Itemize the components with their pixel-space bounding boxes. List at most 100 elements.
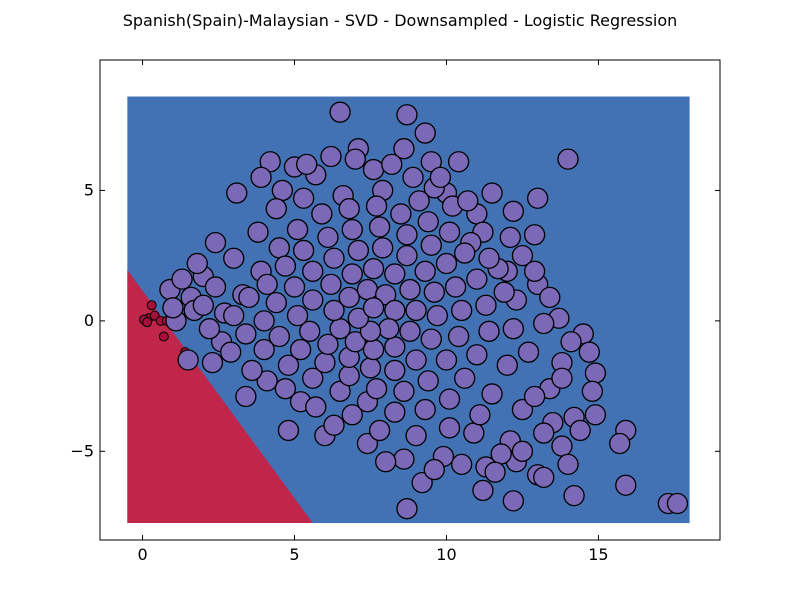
point-class-b: [238, 286, 260, 309]
point-class-b: [438, 221, 461, 243]
point-class-b: [259, 151, 281, 173]
point-class-b: [292, 187, 315, 209]
point-class-b: [405, 299, 427, 322]
point-class-b: [344, 331, 366, 353]
point-class-b: [198, 318, 221, 340]
point-class-b: [581, 380, 604, 402]
point-class-b: [578, 341, 600, 363]
point-class-b: [317, 333, 339, 355]
point-class-b: [356, 432, 379, 455]
y-tick-label: 0: [84, 311, 94, 330]
point-class-b: [405, 349, 427, 371]
point-class-b: [256, 273, 278, 295]
point-class-b: [362, 258, 385, 280]
point-class-b: [511, 440, 534, 462]
point-class-b: [454, 242, 476, 264]
point-class-b: [533, 422, 555, 444]
point-class-b: [469, 404, 491, 426]
point-class-b: [362, 158, 385, 181]
point-class-a: [158, 331, 169, 342]
point-class-b: [186, 252, 208, 275]
points-layer: [139, 101, 689, 520]
point-class-b: [466, 268, 488, 290]
point-class-b: [523, 385, 546, 408]
point-class-b: [609, 432, 631, 455]
point-class-b: [359, 357, 382, 379]
point-class-b: [329, 318, 351, 340]
point-class-b: [362, 297, 385, 319]
point-class-b: [666, 492, 689, 515]
point-class-b: [484, 461, 506, 483]
point-class-b: [271, 179, 294, 202]
point-class-b: [417, 211, 439, 233]
point-class-b: [396, 224, 418, 246]
point-class-b: [274, 378, 297, 400]
point-class-b: [447, 325, 470, 348]
point-class-b: [426, 305, 449, 327]
point-class-b: [299, 320, 321, 342]
point-class-b: [253, 338, 275, 361]
point-class-b: [341, 404, 363, 426]
point-class-b: [341, 263, 363, 285]
point-class-b: [523, 224, 546, 246]
point-class-b: [399, 320, 421, 342]
point-class-b: [533, 466, 555, 489]
x-tick-label: 5: [289, 545, 299, 564]
point-class-b: [393, 448, 415, 470]
point-class-b: [204, 231, 227, 254]
point-class-b: [478, 320, 500, 342]
point-class-b: [226, 182, 248, 204]
point-class-b: [429, 166, 452, 189]
point-class-b: [438, 388, 461, 410]
point-class-b: [314, 351, 336, 374]
point-class-b: [274, 255, 297, 277]
point-class-b: [368, 419, 391, 442]
point-class-b: [223, 247, 245, 269]
point-class-b: [493, 281, 515, 303]
point-class-b: [338, 198, 360, 220]
point-class-b: [563, 485, 585, 507]
point-class-b: [478, 247, 500, 269]
y-tick-label: 5: [84, 180, 94, 199]
point-class-b: [451, 453, 473, 475]
point-class-b: [420, 328, 442, 350]
point-class-b: [265, 198, 287, 220]
point-class-b: [220, 341, 242, 363]
point-class-b: [296, 153, 318, 175]
point-class-b: [481, 383, 503, 405]
point-class-b: [286, 305, 309, 327]
point-class-b: [283, 276, 306, 298]
point-class-b: [289, 338, 312, 361]
point-class-b: [177, 349, 199, 371]
x-tick-label: 10: [436, 545, 456, 564]
point-class-b: [302, 260, 324, 282]
point-class-b: [384, 336, 406, 358]
point-class-b: [305, 396, 327, 418]
point-class-b: [499, 226, 521, 249]
point-class-b: [444, 276, 467, 298]
point-class-b: [268, 325, 290, 348]
point-class-b: [302, 289, 324, 311]
y-tick-label: −5: [70, 441, 94, 460]
x-tick-label: 0: [137, 545, 147, 564]
point-class-b: [435, 252, 458, 275]
point-class-b: [475, 294, 497, 316]
point-class-b: [557, 453, 579, 475]
point-class-b: [435, 349, 458, 371]
point-class-b: [496, 354, 518, 376]
point-class-b: [365, 378, 388, 400]
point-class-b: [204, 276, 227, 298]
point-class-b: [292, 239, 315, 262]
point-class-b: [171, 268, 193, 290]
point-class-b: [338, 365, 360, 387]
point-class-b: [268, 237, 290, 259]
point-class-b: [420, 151, 442, 173]
point-class-b: [378, 318, 400, 340]
region-class-a: [127, 270, 313, 524]
point-class-b: [250, 166, 272, 189]
point-class-b: [223, 305, 245, 327]
point-class-b: [463, 422, 485, 444]
point-class-b: [277, 354, 300, 376]
point-class-b: [329, 380, 351, 402]
